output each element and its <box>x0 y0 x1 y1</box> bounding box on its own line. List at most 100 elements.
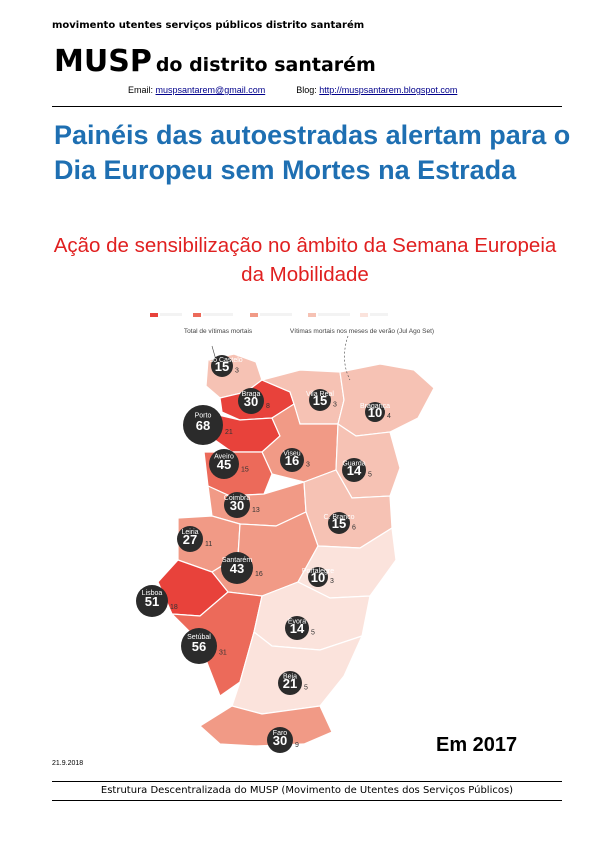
bubble-circle <box>278 671 302 695</box>
district-total: 68 <box>196 418 210 433</box>
bubble-circle <box>221 552 253 584</box>
district-name: Porto <box>195 412 212 419</box>
footer-divider-bottom <box>52 800 562 801</box>
district-name: Beja <box>283 673 297 680</box>
bubble-circle <box>309 389 331 411</box>
district-total: 56 <box>192 639 206 654</box>
header-divider <box>52 106 562 107</box>
contact-line: Email: muspsantarem@gmail.com Blog: http… <box>128 85 457 95</box>
legend-swatch-2 <box>193 313 201 317</box>
footer-text: Estrutura Descentralizada do MUSP (Movim… <box>100 785 514 796</box>
district-summer: 3 <box>330 578 334 585</box>
bubble-circle <box>181 628 217 664</box>
district-name: Viseu <box>283 450 300 457</box>
map-legend <box>150 313 388 317</box>
district-name: Aveiro <box>214 453 234 460</box>
email-label: Email: <box>128 85 154 95</box>
bubble-circle <box>224 492 250 518</box>
bubble-circle <box>211 355 233 377</box>
legend-swatch-1 <box>150 313 158 317</box>
district-faro <box>199 705 333 747</box>
district-name: Vila Real <box>306 391 334 398</box>
bubble-circle <box>365 402 385 422</box>
brand-subtitle: do distrito santarém <box>155 54 376 76</box>
district-name: Braga <box>242 391 261 398</box>
district-summer: 9 <box>295 742 299 749</box>
district-summer: 8 <box>266 403 270 410</box>
district-total: 30 <box>244 394 258 409</box>
bubble-circle <box>342 458 366 482</box>
district-name: V. do Castelo <box>201 357 242 364</box>
legend-swatch-5 <box>360 313 368 317</box>
bubble-circle <box>267 727 293 753</box>
blog-link[interactable]: http://muspsantarem.blogspot.com <box>319 85 458 95</box>
district-name: Lisboa <box>142 590 163 597</box>
bubble-circle <box>280 448 304 472</box>
email-link[interactable]: muspsantarem@gmail.com <box>155 85 266 95</box>
district-total: 14 <box>347 463 362 478</box>
district-total: 10 <box>311 570 325 585</box>
district-total: 16 <box>285 453 299 468</box>
legend-swatch-4 <box>308 313 316 317</box>
district-name: Faro <box>273 730 288 737</box>
district-total: 51 <box>145 594 159 609</box>
footer-divider <box>52 781 562 782</box>
organization-line: movimento utentes serviços públicos dist… <box>52 20 365 31</box>
summer-label: Vítimas mortais nos meses de verão (Jul … <box>290 328 434 335</box>
blog-label: Blog: <box>296 85 317 95</box>
bubble-circle <box>328 512 350 534</box>
brand-acronym: MUSP <box>54 44 152 79</box>
district-summer: 6 <box>352 524 356 531</box>
district-summer: 13 <box>252 507 260 514</box>
district-total: 30 <box>273 733 287 748</box>
bubble-circle <box>238 388 264 414</box>
district-name: Bragança <box>360 403 390 410</box>
district-summer: 4 <box>387 413 391 420</box>
bubble-circle <box>183 405 223 445</box>
district-name: Portalegre <box>302 568 334 575</box>
district-summer: 16 <box>255 571 263 578</box>
bubble-circle <box>177 526 203 552</box>
district-summer: 5 <box>311 630 315 637</box>
district-name: Coimbra <box>224 495 251 502</box>
bubble-circle <box>209 449 239 479</box>
legend-swatch-3 <box>250 313 258 317</box>
article-headline: Painéis das autoestradas alertam para o … <box>54 120 571 185</box>
district-total: 21 <box>283 676 297 691</box>
district-braganca <box>337 363 435 437</box>
district-name: Guarda <box>342 460 365 467</box>
district-summer: 3 <box>333 401 337 408</box>
article-subheadline: Ação de sensibilização no âmbito da Sema… <box>53 234 557 286</box>
bubble-circle <box>136 585 168 617</box>
district-total: 30 <box>230 498 244 513</box>
total-label: Total de vítimas mortais <box>184 328 253 335</box>
district-total: 15 <box>313 393 327 408</box>
district-total: 43 <box>230 561 244 576</box>
district-summer: 18 <box>170 604 178 611</box>
bubble-circle <box>308 567 328 587</box>
bubble-circle <box>285 616 309 640</box>
district-summer: 3 <box>306 462 310 469</box>
district-total: 15 <box>215 359 229 374</box>
district-summer: 5 <box>368 472 372 479</box>
district-name: Santarém <box>222 557 253 564</box>
publication-date: 21.9.2018 <box>52 760 84 767</box>
district-name: Évora <box>288 616 306 625</box>
district-total: 10 <box>368 405 382 420</box>
district-summer: 15 <box>241 467 249 474</box>
road-deaths-map: Total de vítimas mortais Vítimas mortais… <box>136 313 435 753</box>
